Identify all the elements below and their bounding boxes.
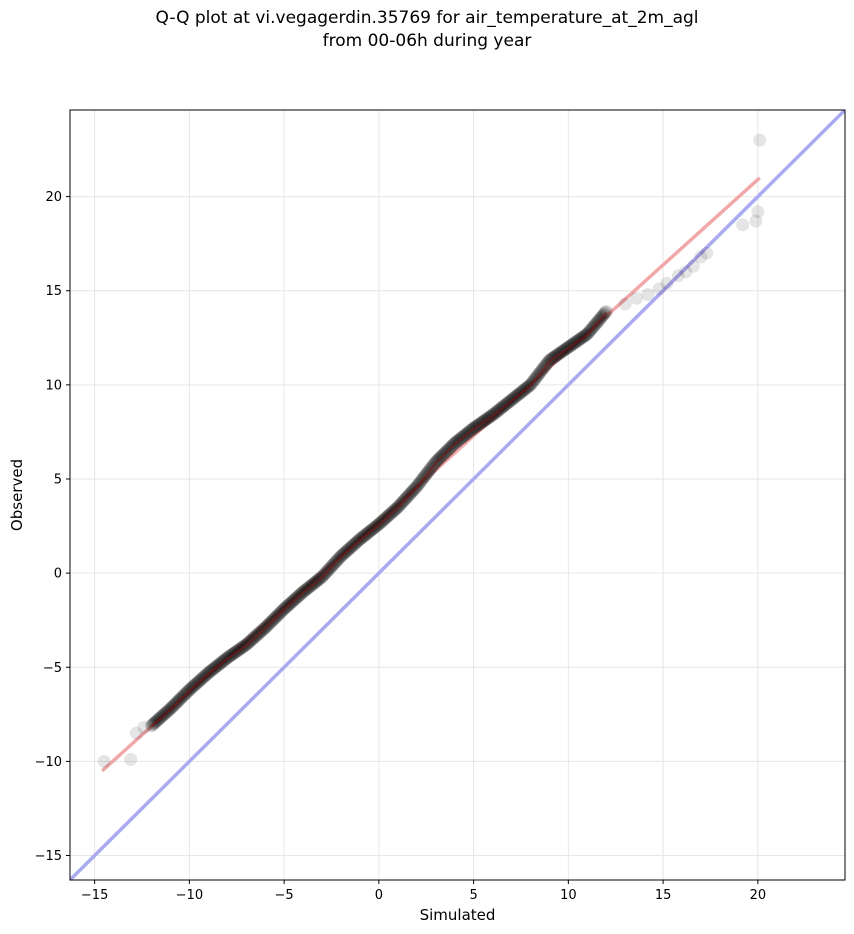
quantile-point bbox=[753, 133, 767, 147]
y-tick-label: 15 bbox=[45, 284, 62, 299]
y-tick-label: 5 bbox=[54, 472, 62, 487]
grid-lines bbox=[70, 110, 845, 880]
quantile-point bbox=[124, 753, 138, 767]
plot-area bbox=[70, 110, 845, 880]
x-tick-label: 10 bbox=[560, 888, 577, 903]
plot-frame bbox=[69, 109, 846, 881]
x-tick-label: −15 bbox=[81, 888, 108, 903]
x-tick-label: 20 bbox=[750, 888, 767, 903]
y-axis-label: Observed bbox=[8, 459, 26, 531]
quantile-point bbox=[599, 304, 613, 318]
x-tick-label: −10 bbox=[176, 888, 203, 903]
quantile-point bbox=[751, 205, 765, 219]
quantile-point bbox=[679, 265, 693, 279]
quantile-point bbox=[694, 250, 708, 264]
quantile-point bbox=[652, 282, 666, 296]
quantile-point bbox=[671, 269, 685, 283]
quantile-point bbox=[137, 721, 151, 735]
quantile-point bbox=[641, 287, 655, 301]
quantile-point bbox=[630, 291, 644, 305]
y-tick-label: −15 bbox=[35, 849, 62, 864]
y-tick-label: −5 bbox=[43, 661, 62, 676]
quantile-point bbox=[749, 214, 763, 228]
quantile-point bbox=[129, 726, 143, 740]
y-tick-label: 20 bbox=[45, 190, 62, 205]
quantile-point bbox=[736, 218, 750, 232]
y-tick-label: 10 bbox=[45, 378, 62, 393]
x-axis-label: Simulated bbox=[420, 906, 496, 924]
quantile-point bbox=[686, 259, 700, 273]
y-tick-label: −10 bbox=[35, 755, 62, 770]
quantile-point bbox=[97, 754, 111, 768]
axis-ticks: −15 −10 −5 0 5 10 15 20 −15 −10 −5 0 5 10 15 20 bbox=[35, 190, 767, 903]
chart-title-line-1: Q-Q plot at vi.vegagerdin.35769 for air_… bbox=[155, 8, 699, 28]
x-tick-label: 15 bbox=[655, 888, 672, 903]
y-tick-label: 0 bbox=[54, 567, 62, 582]
x-tick-label: 0 bbox=[375, 888, 383, 903]
x-tick-label: 5 bbox=[469, 888, 477, 903]
quantile-point bbox=[660, 276, 674, 290]
quantile-point bbox=[618, 297, 632, 311]
fit-line-core bbox=[150, 311, 608, 728]
reference-line bbox=[70, 110, 845, 880]
quantile-point bbox=[700, 246, 714, 260]
x-tick-label: −5 bbox=[275, 888, 294, 903]
chart-title-line-2: from 00-06h during year bbox=[322, 31, 532, 51]
